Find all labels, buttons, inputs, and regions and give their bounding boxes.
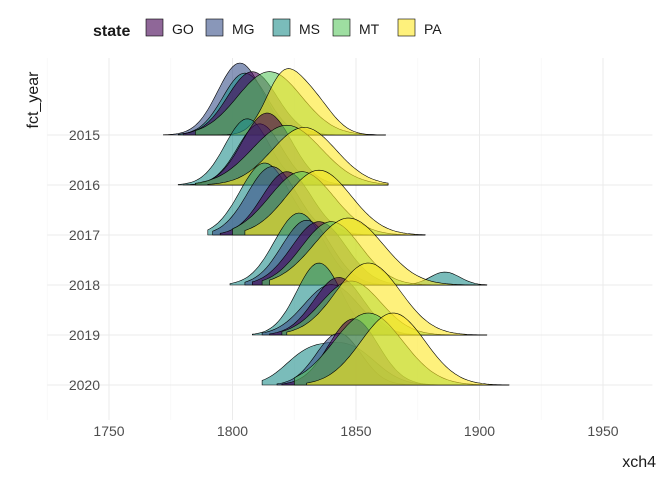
legend-label-PA: PA — [424, 21, 442, 37]
ridge-row-2019 — [252, 262, 488, 336]
x-tick-label-1900: 1900 — [464, 423, 495, 439]
legend-label-MS: MS — [299, 21, 320, 37]
x-tick-label-1750: 1750 — [93, 423, 124, 439]
ridge-PA-2019 — [286, 262, 488, 336]
y-tick-label-2019: 2019 — [69, 327, 100, 343]
y-tick-label-2016: 2016 — [69, 177, 100, 193]
legend-title: state — [93, 23, 130, 40]
legend-key-PA — [397, 18, 416, 37]
x-tick-labels: 1750 1800 1850 1900 1950 — [93, 423, 618, 439]
legend-key-GO — [145, 18, 164, 37]
x-tick-label-1800: 1800 — [217, 423, 248, 439]
x-tick-label-1850: 1850 — [340, 423, 371, 439]
legend-label-GO: GO — [172, 21, 194, 37]
x-tick-label-1950: 1950 — [587, 423, 618, 439]
ridge-row-2020 — [261, 312, 510, 386]
ridges — [163, 62, 510, 386]
y-tick-label-2017: 2017 — [69, 227, 100, 243]
x-axis-title: xch4 — [622, 454, 656, 471]
ridge-PA-2015 — [195, 68, 386, 136]
legend-label-MT: MT — [359, 21, 380, 37]
y-axis-title: fct_year — [25, 71, 42, 129]
legend-key-MS — [272, 18, 291, 37]
legend-label-MG: MG — [232, 21, 255, 37]
legend-key-MT — [332, 18, 351, 37]
ridge-PA-2020 — [306, 312, 510, 386]
legend-key-MG — [205, 18, 224, 37]
y-tick-label-2020: 2020 — [69, 377, 100, 393]
y-tick-label-2015: 2015 — [69, 127, 100, 143]
legend-items: GO MG MS MT PA — [145, 18, 442, 37]
y-tick-labels: 2015 2016 2017 2018 2019 2020 — [69, 127, 100, 393]
ridge-row-2015 — [163, 62, 386, 136]
y-tick-label-2018: 2018 — [69, 277, 100, 293]
legend: state GO MG MS MT PA — [93, 18, 442, 40]
